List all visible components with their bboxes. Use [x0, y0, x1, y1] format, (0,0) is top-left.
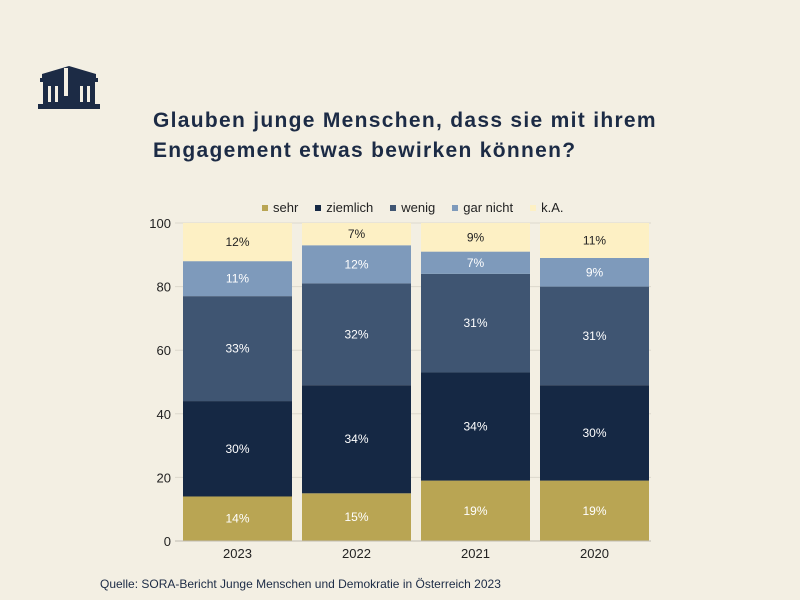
bar-segment	[302, 493, 411, 541]
legend-swatch	[262, 204, 268, 211]
legend-item: sehr	[262, 200, 298, 215]
bar-segment	[540, 385, 649, 481]
legend-label: gar nicht	[463, 200, 514, 215]
legend-item: gar nicht	[452, 200, 513, 215]
legend-swatch	[315, 204, 322, 211]
bar-segment	[540, 480, 649, 541]
data-label: 30%	[225, 442, 249, 456]
data-label: 31%	[582, 329, 606, 343]
bar-segment	[421, 480, 530, 541]
data-label: 14%	[225, 512, 249, 526]
data-label: 12%	[344, 257, 368, 271]
data-label: 9%	[467, 230, 485, 244]
legend-item: ziemlich	[315, 200, 373, 215]
legend-label: ziemlich	[326, 200, 374, 215]
data-label: 19%	[463, 504, 487, 518]
y-tick-label: 60	[157, 343, 171, 358]
data-label: 15%	[344, 510, 368, 524]
data-label: 31%	[463, 316, 487, 330]
legend-label: k.A.	[541, 200, 564, 215]
bar-segment	[421, 273, 530, 373]
y-tick-label: 40	[157, 407, 171, 422]
legend-item: wenig	[390, 200, 435, 215]
y-tick-label: 80	[157, 280, 171, 295]
y-tick-label: 100	[149, 216, 171, 231]
x-tick-label: 2022	[342, 546, 371, 561]
data-label: 7%	[348, 227, 366, 241]
legend-label: sehr	[273, 200, 299, 215]
data-label: 33%	[225, 342, 249, 356]
parliament-logo-icon	[38, 66, 100, 109]
bar-segment	[421, 223, 530, 252]
data-label: 11%	[226, 272, 249, 286]
x-tick-label: 2020	[580, 546, 609, 561]
data-label: 34%	[344, 432, 368, 446]
data-label: 9%	[586, 265, 604, 279]
bar-segment	[183, 296, 292, 402]
bar-segment	[183, 496, 292, 541]
data-label: 19%	[582, 504, 606, 518]
bar-segment	[540, 286, 649, 386]
chart-title: Glauben junge Menschen, dass sie mit ihr…	[153, 109, 657, 162]
bar-segment	[302, 385, 411, 494]
bar-segment	[183, 223, 292, 262]
x-tick-label: 2023	[223, 546, 252, 561]
bar-segment	[302, 223, 411, 246]
bar-segment	[302, 283, 411, 386]
bar-segment	[183, 401, 292, 497]
bar-segment	[302, 245, 411, 284]
x-tick-label: 2021	[461, 546, 490, 561]
bar-segment	[183, 261, 292, 297]
legend-swatch	[530, 204, 537, 211]
data-label: 7%	[467, 256, 485, 270]
y-tick-label: 20	[157, 470, 171, 485]
legend-swatch	[452, 204, 459, 211]
data-label: 34%	[463, 420, 487, 434]
bar-segment	[421, 251, 530, 274]
y-tick-label: 0	[164, 534, 171, 549]
bar-segment	[540, 223, 649, 258]
data-label: 12%	[225, 235, 249, 249]
legend: sehr ziemlich wenig gar nicht k.A.	[262, 200, 581, 215]
data-label: 30%	[582, 426, 606, 440]
bar-segment	[421, 372, 530, 481]
legend-label: wenig	[401, 200, 436, 215]
legend-swatch	[390, 204, 397, 211]
bar-segment	[540, 257, 649, 287]
data-label: 11%	[583, 233, 606, 247]
data-label: 32%	[344, 327, 368, 341]
legend-item: k.A.	[530, 200, 564, 215]
source-note: Quelle: SORA-Bericht Junge Menschen und …	[100, 577, 501, 591]
